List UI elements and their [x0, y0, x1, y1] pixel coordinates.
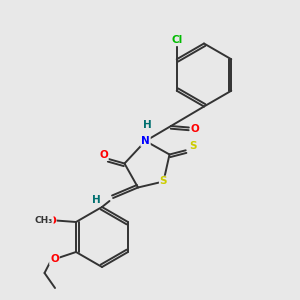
Text: Cl: Cl: [171, 35, 182, 45]
Text: O: O: [99, 150, 108, 160]
Text: H: H: [92, 195, 100, 206]
Text: O: O: [47, 215, 56, 226]
Text: O: O: [190, 124, 200, 134]
Text: H: H: [143, 120, 152, 130]
Text: S: S: [189, 141, 196, 151]
Text: S: S: [160, 176, 167, 187]
Text: O: O: [50, 254, 59, 265]
Text: N: N: [141, 136, 150, 146]
Text: CH₃: CH₃: [35, 216, 53, 225]
